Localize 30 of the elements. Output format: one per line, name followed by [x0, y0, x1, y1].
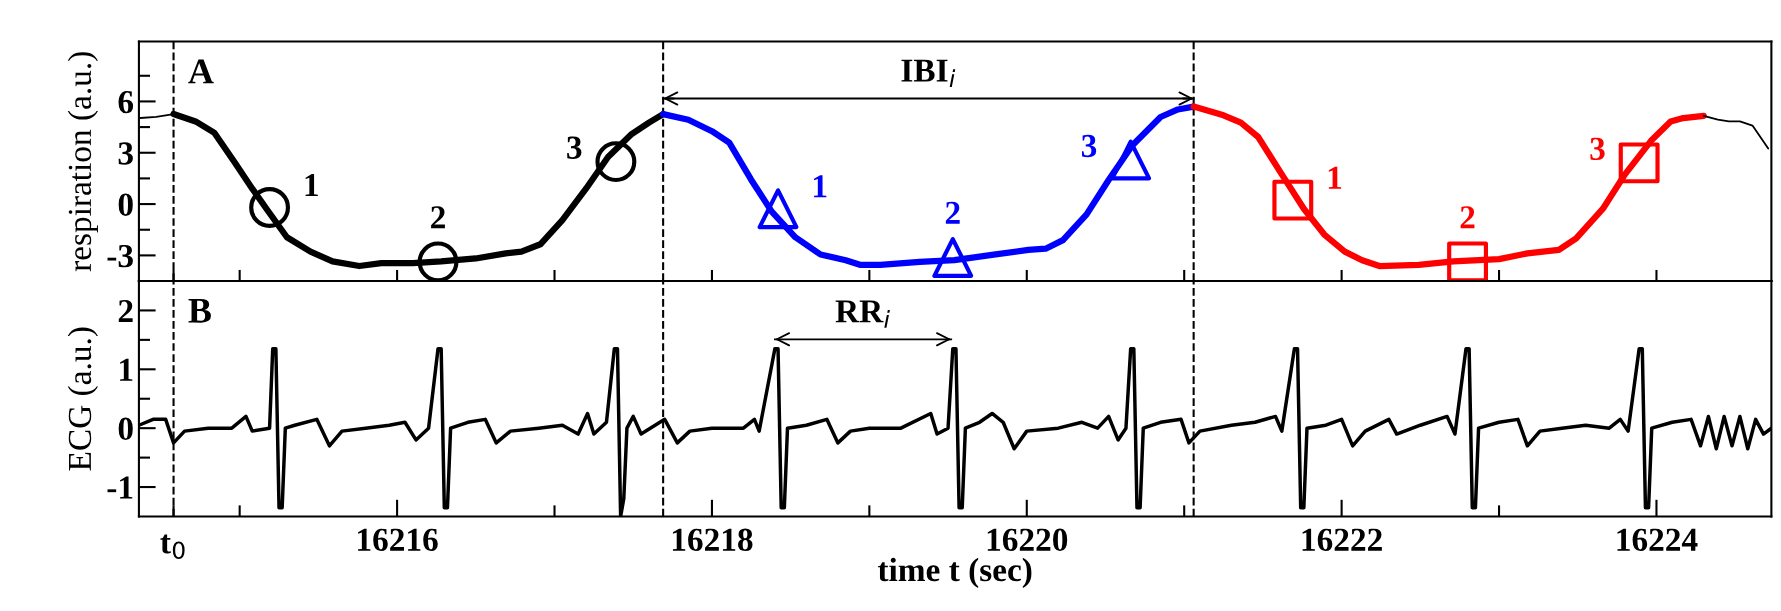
- y-tick-label: 3: [118, 142, 133, 165]
- annotation: 2: [431, 206, 445, 229]
- annotation: 2: [945, 201, 960, 224]
- annotation: 3: [567, 136, 582, 159]
- chart-title: B: [188, 298, 211, 323]
- x-tick-label: 16218: [672, 528, 753, 552]
- annotation: 1: [814, 175, 827, 198]
- y-tick-label: 6: [118, 90, 134, 114]
- y-axis-title: ECG (a.u.): [67, 327, 98, 471]
- y-tick-label: 0: [118, 417, 133, 441]
- y-tick-label: -3: [107, 244, 133, 268]
- annotation: 2: [1460, 206, 1475, 229]
- annotation: IBI$_{i}$: [901, 59, 956, 87]
- annotation: 1: [1328, 166, 1342, 189]
- ref-line-label: t$_{0}$: [160, 534, 185, 560]
- y-tick-label: -1: [107, 476, 133, 499]
- y-tick-label: 1: [120, 358, 133, 381]
- x-axis-title: time t (sec): [877, 557, 1032, 589]
- x-tick-label: 16220: [987, 528, 1068, 552]
- x-tick-label: 16222: [1302, 528, 1382, 552]
- x-tick-label: 16216: [358, 528, 438, 552]
- annotation: 3: [1081, 134, 1097, 158]
- annotation: 1: [305, 174, 318, 197]
- y-tick-label: 0: [118, 193, 133, 216]
- annotation: 3: [1590, 137, 1605, 161]
- y-axis-title: respiration (a.u.): [67, 52, 98, 272]
- annotation: RR$_{i}$: [835, 300, 890, 328]
- x-tick-label: 16224: [1617, 528, 1698, 552]
- y-tick-label: 2: [118, 299, 133, 322]
- chart-title: A: [188, 59, 214, 84]
